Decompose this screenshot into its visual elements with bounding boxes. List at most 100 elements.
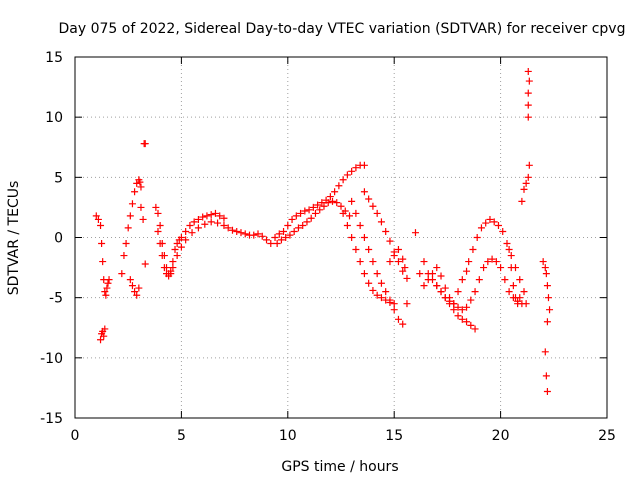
- data-point: [541, 348, 549, 356]
- data-point: [360, 188, 368, 196]
- data-point: [516, 276, 524, 284]
- data-point: [92, 212, 100, 220]
- data-point: [220, 214, 228, 222]
- data-point: [135, 284, 143, 292]
- data-point: [203, 212, 211, 220]
- data-point: [505, 246, 513, 254]
- data-point: [346, 212, 354, 220]
- y-tick-label: -15: [40, 411, 63, 427]
- y-tick-label: 10: [45, 110, 63, 126]
- data-point: [399, 320, 407, 328]
- data-point: [520, 288, 528, 296]
- y-tick-label: -10: [40, 351, 63, 367]
- data-point: [105, 276, 113, 284]
- data-point: [492, 258, 500, 266]
- data-point: [348, 197, 356, 205]
- data-point: [463, 267, 471, 275]
- data-point: [250, 231, 258, 239]
- data-points: [92, 67, 554, 396]
- data-point: [522, 300, 530, 308]
- data-point: [520, 185, 528, 193]
- data-point: [173, 252, 181, 260]
- y-tick-label: 15: [45, 50, 63, 66]
- data-point: [201, 220, 209, 228]
- data-point: [437, 288, 445, 296]
- data-point: [542, 270, 550, 278]
- data-point: [382, 288, 390, 296]
- data-point: [454, 312, 462, 320]
- data-point: [365, 195, 373, 203]
- data-point: [424, 270, 432, 278]
- grid: [75, 57, 607, 418]
- data-point: [94, 215, 102, 223]
- data-point: [525, 77, 533, 85]
- data-point: [524, 67, 532, 75]
- data-point: [546, 306, 554, 314]
- data-point: [403, 300, 411, 308]
- data-point: [494, 221, 502, 229]
- data-point: [543, 388, 551, 396]
- data-point: [328, 197, 336, 205]
- data-point: [524, 101, 532, 109]
- data-point: [131, 288, 139, 296]
- data-point: [156, 240, 164, 248]
- data-point: [292, 212, 300, 220]
- data-point: [390, 300, 398, 308]
- data-point: [331, 188, 339, 196]
- data-point: [360, 270, 368, 278]
- data-point: [386, 296, 394, 304]
- data-point: [318, 199, 326, 207]
- data-point: [98, 240, 106, 248]
- data-point: [216, 212, 224, 220]
- data-point: [416, 270, 424, 278]
- data-point: [352, 164, 360, 172]
- data-point: [542, 372, 550, 380]
- data-point: [139, 215, 147, 223]
- data-point: [104, 279, 112, 287]
- data-point: [273, 240, 281, 248]
- data-point: [524, 113, 532, 121]
- data-point: [433, 264, 441, 272]
- data-point: [541, 264, 549, 272]
- data-point: [337, 202, 345, 210]
- data-point: [525, 161, 533, 169]
- data-point: [433, 282, 441, 290]
- data-point: [420, 258, 428, 266]
- data-point: [539, 258, 547, 266]
- data-point: [490, 218, 498, 226]
- data-point: [471, 288, 479, 296]
- data-point: [475, 276, 483, 284]
- data-point: [126, 276, 134, 284]
- data-point: [543, 318, 551, 326]
- data-point: [158, 252, 166, 260]
- data-point: [254, 230, 262, 238]
- data-point: [182, 227, 190, 235]
- data-point: [228, 226, 236, 234]
- data-point: [126, 212, 134, 220]
- data-point: [101, 325, 109, 333]
- data-point: [211, 209, 219, 217]
- data-point: [316, 206, 324, 214]
- data-point: [154, 227, 162, 235]
- data-point: [516, 294, 524, 302]
- data-point: [458, 315, 466, 323]
- data-point: [271, 234, 279, 241]
- data-point: [167, 270, 175, 278]
- data-point: [137, 183, 145, 191]
- data-point: [477, 224, 485, 232]
- data-point: [160, 264, 168, 272]
- data-point: [458, 276, 466, 284]
- data-point: [524, 173, 532, 181]
- x-tick-label: 20: [492, 428, 510, 444]
- data-point: [173, 240, 181, 248]
- data-point: [377, 218, 385, 226]
- chart-title: Day 075 of 2022, Sidereal Day-to-day VTE…: [59, 21, 626, 37]
- data-point: [141, 260, 149, 268]
- data-point: [507, 264, 515, 272]
- data-point: [386, 258, 394, 266]
- data-point: [263, 236, 271, 244]
- data-point: [290, 227, 298, 235]
- data-point: [471, 325, 479, 333]
- x-tick-label: 10: [279, 428, 297, 444]
- data-point: [377, 294, 385, 302]
